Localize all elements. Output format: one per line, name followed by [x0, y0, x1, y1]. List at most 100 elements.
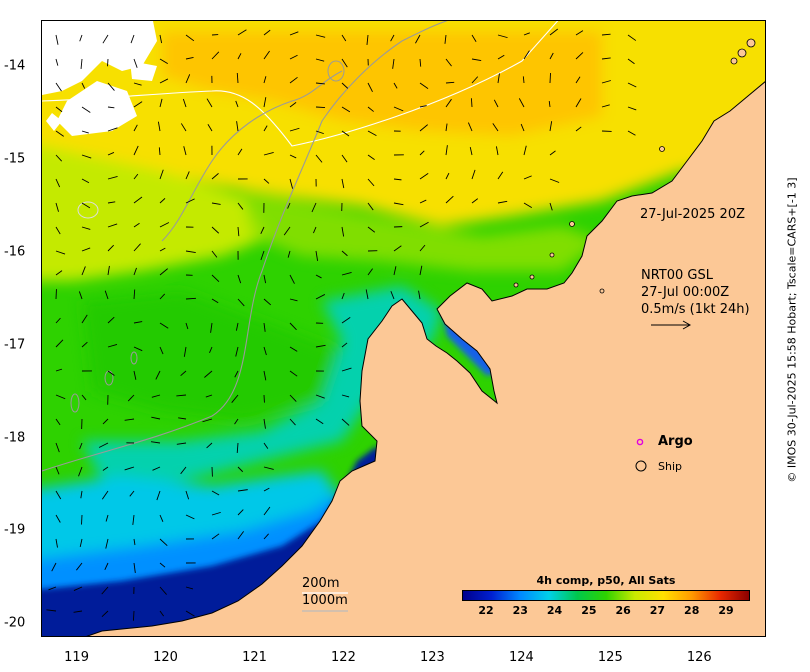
current-vector — [263, 370, 267, 381]
current-vector — [289, 394, 297, 402]
current-vector — [367, 130, 377, 137]
x-tick-label: 124 — [508, 650, 534, 665]
current-vector — [150, 441, 161, 444]
contour-knoll-2 — [104, 370, 114, 386]
current-vector — [133, 58, 138, 68]
current-vector — [81, 130, 89, 134]
current-vector — [185, 198, 195, 204]
current-vector — [601, 80, 611, 84]
current-vector — [520, 123, 525, 132]
colorbar — [462, 590, 750, 601]
current-vector — [55, 106, 63, 113]
current-vector — [471, 169, 476, 180]
contour-200m — [42, 21, 559, 147]
current-vector — [471, 198, 479, 204]
current-vector — [315, 274, 322, 279]
current-vector — [549, 28, 559, 36]
current-vector — [341, 82, 349, 89]
current-vector — [522, 76, 525, 84]
current-vector — [133, 222, 140, 228]
current-vector — [263, 533, 269, 540]
current-vector — [471, 58, 482, 61]
current-vector — [211, 511, 221, 516]
sst-map[interactable] — [41, 20, 766, 637]
current-vector — [627, 106, 637, 111]
contour-legend-lines — [302, 592, 348, 612]
current-vector — [124, 466, 135, 471]
current-vector — [107, 223, 118, 228]
current-vector — [81, 314, 88, 324]
current-vector — [81, 202, 91, 209]
coastal-islands — [513, 38, 756, 294]
current-vector — [260, 226, 265, 234]
current-vector — [419, 82, 429, 89]
current-vector — [79, 34, 83, 42]
current-vector — [102, 34, 109, 44]
current-vector — [393, 178, 402, 181]
x-tick-label: 121 — [242, 650, 267, 665]
current-vector — [341, 58, 348, 68]
current-vector — [102, 466, 109, 471]
current-vector — [183, 346, 187, 357]
current-vector — [419, 221, 429, 228]
argo-legend-label: Argo — [658, 434, 693, 449]
current-vector — [185, 250, 196, 253]
current-vector — [236, 72, 239, 84]
cloud-patch-1 — [42, 21, 157, 95]
current-vector — [211, 533, 220, 540]
current-vector — [313, 226, 317, 234]
current-vector — [523, 50, 530, 60]
current-vector — [419, 244, 426, 252]
current-vector — [133, 346, 143, 352]
current-vector — [207, 124, 213, 132]
current-vector — [107, 58, 109, 67]
island — [746, 38, 756, 48]
current-vector — [263, 506, 271, 516]
current-vector — [55, 514, 61, 523]
current-vector — [185, 56, 194, 60]
current-vector — [237, 531, 244, 540]
current-vector — [133, 370, 137, 380]
current-vector — [80, 490, 83, 499]
current-vector — [367, 202, 374, 211]
x-tick-label: 122 — [331, 650, 356, 665]
current-vector — [549, 52, 554, 60]
current-vector — [419, 105, 427, 108]
contour-1000m-a — [42, 21, 448, 472]
current-vector — [98, 442, 109, 448]
current-vector — [263, 125, 268, 132]
current-vector — [107, 175, 118, 180]
current-vector — [133, 562, 136, 573]
current-vector — [159, 586, 167, 595]
current-vector — [469, 147, 473, 156]
colorbar-tick-label: 22 — [478, 604, 494, 617]
island — [569, 221, 575, 227]
current-vector — [178, 417, 187, 420]
current-vector — [367, 226, 376, 233]
current-vector — [159, 610, 165, 617]
current-vector — [133, 267, 137, 276]
cloud-mask — [42, 21, 157, 136]
current-vector — [180, 466, 187, 475]
current-vector — [627, 34, 637, 41]
current-vector — [263, 322, 266, 332]
current-vector — [159, 293, 166, 300]
island — [730, 57, 738, 65]
current-vector — [159, 34, 163, 44]
current-vector — [101, 610, 109, 618]
current-vector — [263, 442, 269, 449]
current-vector — [107, 152, 115, 156]
contour-knoll-4 — [327, 60, 345, 82]
current-vector — [129, 490, 135, 497]
current-vector — [81, 154, 92, 159]
current-vector — [182, 98, 187, 108]
current-vector — [575, 126, 582, 132]
current-vector — [341, 106, 351, 113]
current-vector — [211, 298, 219, 304]
current-vector — [159, 514, 164, 522]
current-vector — [55, 130, 64, 137]
current-vector — [55, 250, 66, 255]
current-vector — [102, 418, 109, 425]
current-vector — [159, 98, 163, 108]
current-vector — [151, 394, 161, 398]
